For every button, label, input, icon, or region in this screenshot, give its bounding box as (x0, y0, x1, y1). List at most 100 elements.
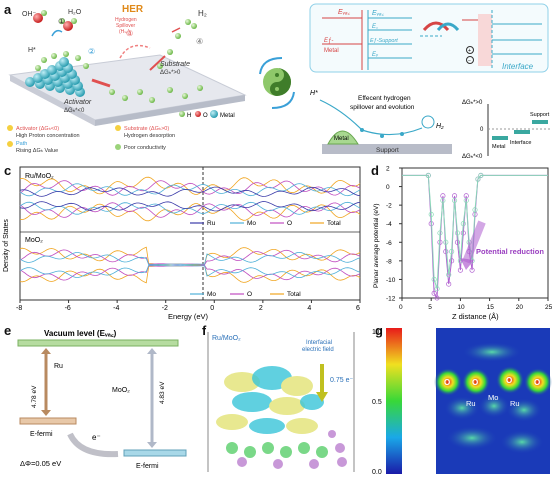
charge-minus: − (468, 58, 471, 64)
step-2: ② (88, 47, 95, 56)
potential-ytick-label: -10 (386, 277, 396, 284)
mo-label: Mo (488, 393, 498, 402)
her-sub-3: (Hₛₒ) (119, 29, 130, 35)
dos-curve-mo-up (19, 183, 361, 197)
spill-hstar: H* (310, 90, 318, 97)
potential-point (460, 221, 466, 227)
panel-letter-e: e (4, 323, 12, 338)
moo2-value: 4.83 eV (159, 381, 166, 404)
potential-point (434, 286, 440, 292)
efermi-right: E-fermi (136, 463, 159, 470)
field-label-1: Interfacial (306, 340, 332, 346)
hstar-label: H* (28, 47, 36, 54)
dos-curve-mo-up (19, 251, 361, 266)
potential-point (460, 230, 466, 236)
dos-xlabel: Energy (eV) (168, 312, 209, 321)
legend-metal: Metal (220, 113, 235, 119)
support-label: Support (376, 147, 399, 154)
potential-line-1 (402, 174, 548, 289)
h2o-label: H₂O (68, 9, 82, 16)
panel-c-dos-chart: Ru/MoO₂ MoO₂ Density of States Energy (e… (3, 166, 361, 321)
ru-right-label: Ru (510, 399, 520, 408)
dos-xtick-label: -2 (162, 305, 168, 312)
potential-point (472, 207, 478, 213)
potential-point (478, 172, 484, 178)
electron-transfer-arrow (67, 432, 119, 458)
arrow-right-icon (436, 22, 460, 32)
colorbar (386, 328, 402, 474)
spill-text-2: spillover and evolution (350, 104, 415, 111)
her-title: HER (122, 4, 144, 15)
panel-a-illustration: OH⁻ H₂O H₂ H* ① ② ③ ④ HER Hydrogen Spill… (7, 4, 247, 154)
dos-xtick-label: 0 (210, 305, 214, 312)
arrow-spillover (91, 78, 111, 88)
panel-letter-a: a (4, 2, 12, 17)
charge-lobes (216, 366, 324, 434)
efermi-ru-bar (19, 417, 77, 425)
scale-mid: 0.5 (372, 399, 382, 406)
dos-curve-o-down (19, 202, 361, 218)
potential-point (454, 239, 461, 245)
potential-xtick-label: 15 (487, 304, 495, 311)
delta-phi-label: ΔΦ=0.05 eV (20, 459, 61, 468)
dos-xtick-label: 6 (356, 305, 360, 312)
potential-ytick-label: 0 (386, 184, 390, 191)
ev-label: Eᵥ (372, 52, 379, 58)
spill-text-1: Effecent hydrogen (358, 95, 411, 102)
ru-left-label: Ru (466, 399, 476, 408)
potential-xtick-label: 25 (545, 304, 553, 311)
substrate-label: Substrate (160, 61, 190, 68)
potential-point (425, 172, 431, 178)
charge-plus: + (468, 48, 471, 54)
panel-d-potential-chart: 20-2-4-6-8-10-12 0 5 10 15 20 25 Planar avera… (373, 166, 553, 322)
dos-xtick-label: 4 (307, 305, 311, 312)
efermi-moo2-bar (123, 449, 187, 457)
interface-label: Interface (502, 62, 534, 71)
dos-curve-mo-down (19, 201, 361, 215)
emoji-icon (7, 125, 13, 131)
bar-metal (492, 136, 508, 140)
potential-point (437, 230, 443, 236)
potential-ytick-label: -2 (386, 203, 392, 210)
field-label-2: electric field (302, 347, 334, 353)
dos-curve-mo-down (19, 264, 361, 279)
bar-support (532, 120, 548, 124)
activator-dg: ΔGₕ*<0 (64, 108, 85, 114)
note-activator-title: Activator (ΔGₕ<0) (16, 126, 59, 132)
emoji-icon (7, 141, 13, 147)
potential-xlabel: Z distance (Å) (452, 312, 499, 321)
spill-h2: H₂ (436, 123, 444, 130)
her-sub-1: Hydrogen (115, 17, 137, 23)
metal-label-band: Metal (324, 48, 339, 54)
o-label-2: O (472, 378, 478, 387)
scale-bottom: 0.0 (372, 469, 382, 476)
panel-f-charge-density: Ru/MoO₂ Interfacial electric field 0.75 … (206, 328, 355, 474)
potential-point (446, 281, 452, 287)
potential-point (440, 197, 446, 204)
efermi-left: E-fermi (30, 431, 53, 438)
dos-xtick-label: -6 (65, 305, 71, 312)
potential-point (446, 272, 452, 278)
vacuum-label: Vacuum level (Eᵥₐ꜀) (44, 329, 117, 338)
panel-g-elf-map: 1.0 0.5 0.0 O O O O Ru Mo Ru (372, 328, 552, 476)
potential-ytick-label: -8 (386, 258, 392, 265)
potential-xtick-label: 5 (428, 304, 432, 311)
scale-top: 1.0 (372, 329, 382, 336)
evac-support: Eᵥₐ꜀ (372, 10, 385, 17)
panel-b-diagram: Eᵥₐ꜀ Eƒ- Metal Eᵥₐ꜀ E꜀ Eƒ-Support Eᵥ + −… (309, 3, 550, 160)
potential-point (475, 176, 481, 182)
panel-letter-d: d (371, 163, 379, 178)
legend-h: H (187, 113, 191, 119)
dos-legend-bottom: Mo O Total (190, 291, 301, 298)
electron-label: e⁻ (92, 433, 101, 442)
potential-yticks: 2 0 -2 -4 -6 -8 -10 -12 (386, 166, 402, 303)
her-sub-2: Spillover (116, 23, 136, 29)
charge-value: 0.75 e⁻ (330, 377, 353, 384)
dg-top: ΔGₕ*>0 (462, 100, 483, 106)
metal-blob-label: Metal (334, 136, 349, 142)
step-4: ④ (196, 37, 203, 46)
dos-ylabel: Density of States (3, 219, 10, 272)
support-block (322, 144, 452, 154)
potential-point (463, 197, 469, 204)
panel-letter-f: f (202, 323, 207, 338)
